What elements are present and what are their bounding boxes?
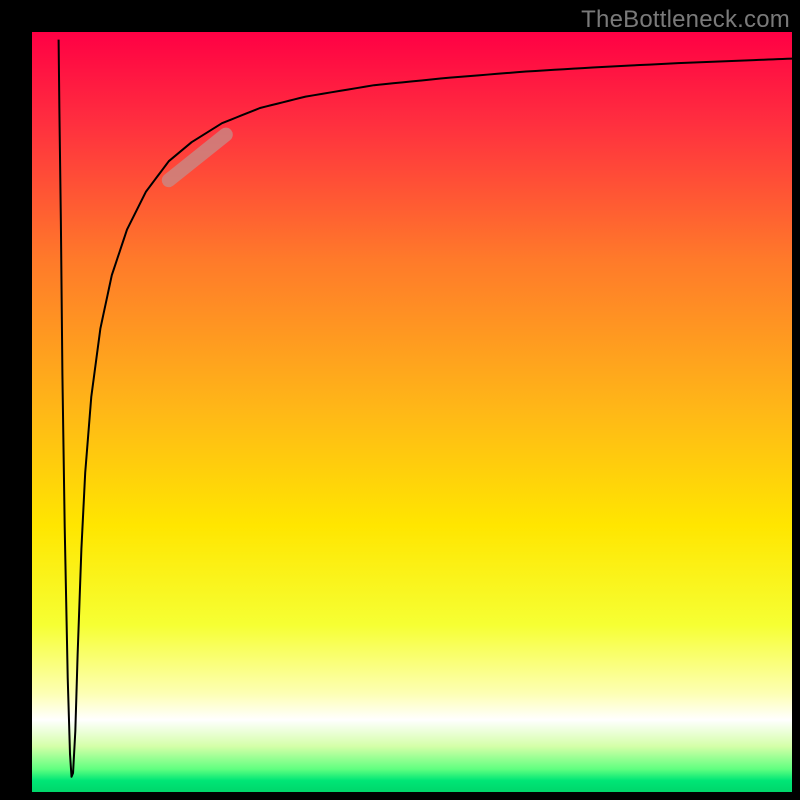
bottleneck-chart — [0, 0, 800, 800]
watermark-text: TheBottleneck.com — [581, 6, 790, 34]
plot-background — [32, 32, 792, 792]
chart-container: { "watermark": { "text": "TheBottleneck.… — [0, 0, 800, 800]
